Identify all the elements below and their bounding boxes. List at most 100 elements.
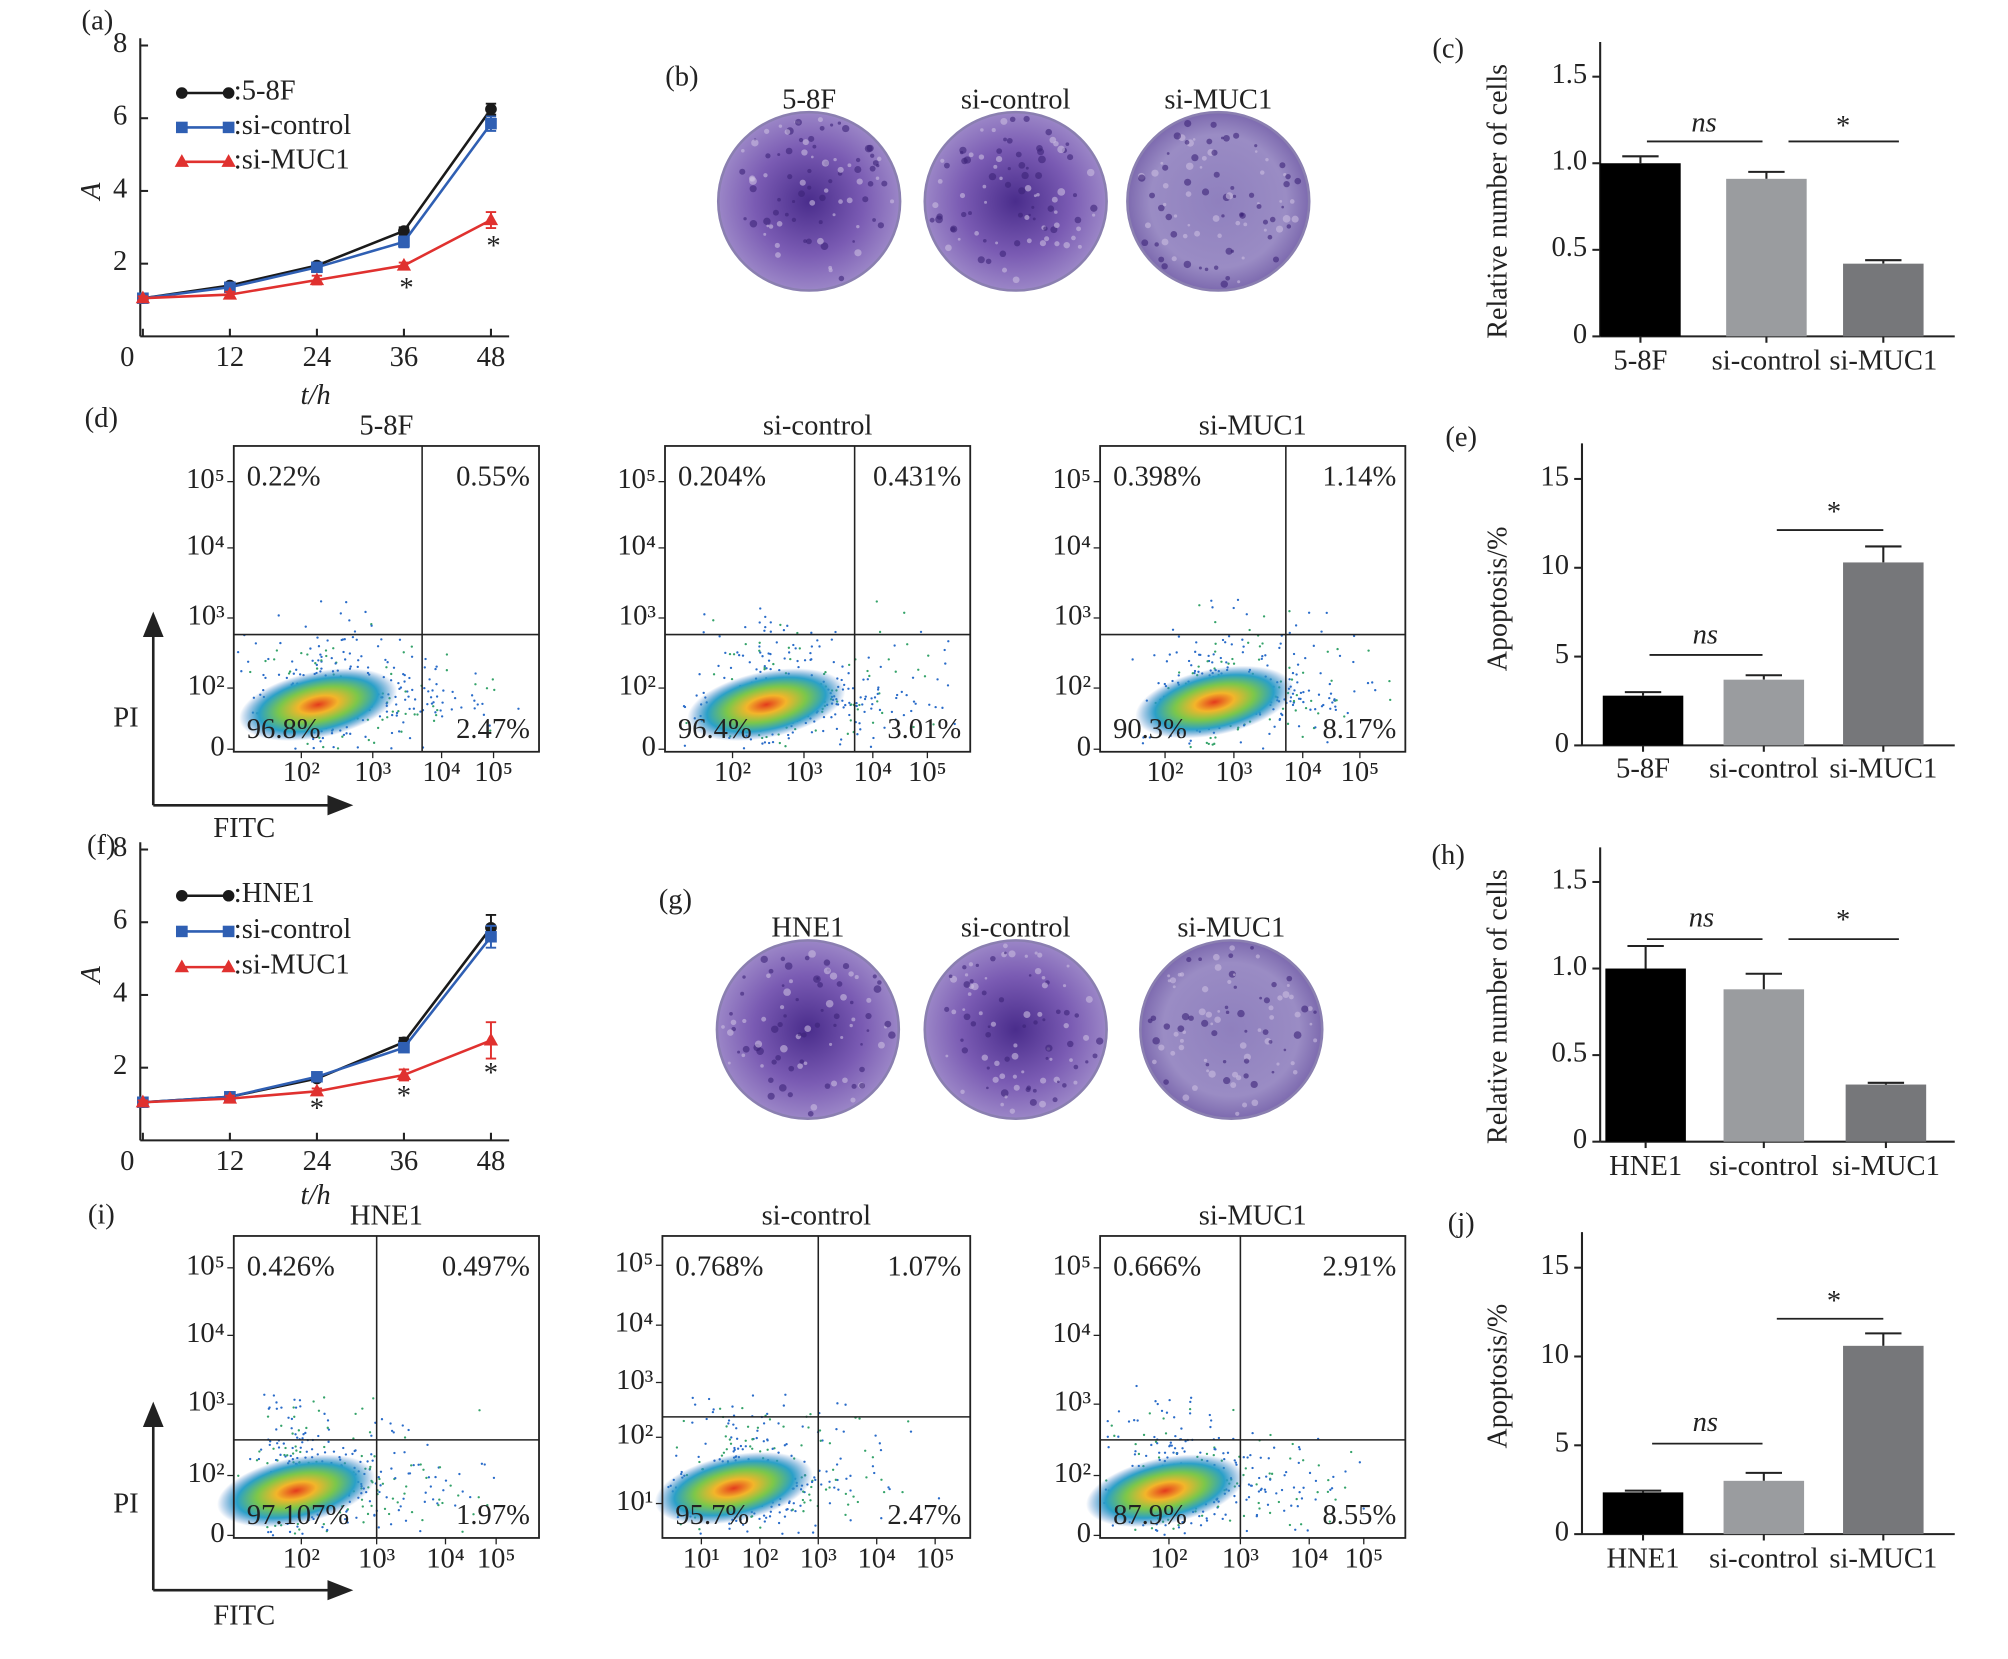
event-dot bbox=[717, 664, 720, 668]
stain bbox=[741, 149, 745, 153]
stain bbox=[810, 1103, 818, 1111]
event-dot bbox=[1168, 1399, 1171, 1402]
stain bbox=[832, 213, 836, 217]
stain bbox=[1054, 241, 1060, 247]
event-dot bbox=[473, 699, 476, 702]
event-dot bbox=[402, 651, 405, 654]
event-dot bbox=[427, 1476, 431, 1479]
event-dot bbox=[903, 611, 906, 614]
stain bbox=[743, 217, 747, 221]
event-dot bbox=[426, 1443, 429, 1447]
event-dot bbox=[1288, 666, 1291, 669]
event-dot bbox=[840, 678, 843, 682]
event-dot bbox=[275, 1428, 278, 1431]
x-tick-label: 12 bbox=[216, 1146, 245, 1177]
x-tick-label: 10³ bbox=[354, 757, 391, 788]
event-dot bbox=[1154, 1528, 1158, 1532]
event-dot bbox=[349, 665, 352, 668]
stain bbox=[1283, 1048, 1287, 1052]
event-dot bbox=[354, 1412, 357, 1415]
event-dot bbox=[353, 630, 357, 633]
event-dot bbox=[296, 1436, 299, 1439]
y-tick-label: 8 bbox=[113, 832, 127, 863]
event-dot bbox=[744, 643, 747, 646]
event-dot bbox=[873, 696, 877, 699]
event-dot bbox=[390, 1467, 393, 1470]
event-dot bbox=[1189, 739, 1192, 742]
event-dot bbox=[301, 1437, 304, 1440]
event-dot bbox=[346, 1521, 349, 1524]
event-dot bbox=[301, 1532, 304, 1535]
stain bbox=[980, 128, 984, 132]
event-dot bbox=[323, 1445, 326, 1449]
event-dot bbox=[1277, 1500, 1281, 1504]
stain bbox=[797, 1032, 802, 1037]
stain bbox=[781, 984, 785, 987]
event-dot bbox=[866, 678, 869, 681]
stain bbox=[1161, 238, 1169, 246]
event-dot bbox=[1326, 650, 1329, 653]
x-tick-label: 10² bbox=[741, 1544, 778, 1575]
event-dot bbox=[787, 651, 791, 654]
event-dot bbox=[883, 726, 886, 729]
event-dot bbox=[888, 1487, 891, 1491]
stain bbox=[866, 1029, 870, 1032]
plot-title: HNE1 bbox=[350, 1201, 423, 1232]
stain bbox=[763, 232, 767, 236]
quadrant-percent: 8.55% bbox=[1322, 1500, 1396, 1531]
event-dot bbox=[1106, 1419, 1109, 1423]
stain bbox=[978, 1011, 983, 1016]
stain bbox=[1243, 222, 1248, 227]
stain bbox=[784, 129, 791, 135]
point bbox=[222, 121, 235, 134]
event-dot bbox=[1193, 669, 1197, 673]
event-dot bbox=[1194, 650, 1197, 653]
event-dot bbox=[473, 707, 476, 710]
event-dot bbox=[799, 1504, 802, 1507]
stain bbox=[856, 178, 863, 185]
event-dot bbox=[844, 1513, 847, 1517]
event-dot bbox=[423, 666, 426, 669]
stain bbox=[763, 128, 770, 134]
x-tick-label: 10⁴ bbox=[857, 1544, 896, 1575]
event-dot bbox=[488, 724, 491, 727]
event-dot bbox=[1258, 1476, 1261, 1480]
stain bbox=[787, 174, 793, 180]
event-dot bbox=[1366, 681, 1370, 685]
event-dot bbox=[809, 651, 812, 655]
stain bbox=[788, 979, 793, 984]
event-dot bbox=[1141, 742, 1145, 745]
event-dot bbox=[1295, 673, 1298, 676]
y-tick-label: 0 bbox=[1573, 319, 1587, 350]
point bbox=[174, 959, 189, 973]
event-dot bbox=[789, 657, 792, 661]
stain bbox=[1254, 144, 1258, 148]
event-dot bbox=[1177, 674, 1180, 677]
stain bbox=[766, 973, 771, 979]
stain bbox=[803, 239, 807, 243]
stain bbox=[778, 1084, 787, 1092]
event-dot bbox=[319, 740, 322, 743]
stain bbox=[833, 1023, 837, 1027]
stain bbox=[1222, 1059, 1227, 1064]
event-dot bbox=[1164, 1524, 1167, 1527]
event-dot bbox=[1302, 1486, 1305, 1489]
event-dot bbox=[385, 666, 388, 669]
event-dot bbox=[728, 1438, 732, 1441]
stain bbox=[1225, 1010, 1230, 1015]
event-dot bbox=[944, 662, 947, 665]
image-label: si-MUC1 bbox=[1164, 85, 1272, 116]
event-dot bbox=[287, 1416, 290, 1419]
event-dot bbox=[408, 676, 411, 680]
stain bbox=[1040, 1077, 1047, 1084]
event-dot bbox=[338, 1511, 342, 1514]
event-dot bbox=[1255, 1513, 1259, 1517]
event-dot bbox=[407, 1428, 410, 1432]
x-tick-label: HNE1 bbox=[1607, 1544, 1680, 1575]
event-dot bbox=[1298, 1491, 1301, 1494]
stain bbox=[1037, 1011, 1043, 1017]
event-dot bbox=[1286, 722, 1290, 725]
event-dot bbox=[1346, 711, 1349, 715]
event-dot bbox=[267, 657, 270, 661]
